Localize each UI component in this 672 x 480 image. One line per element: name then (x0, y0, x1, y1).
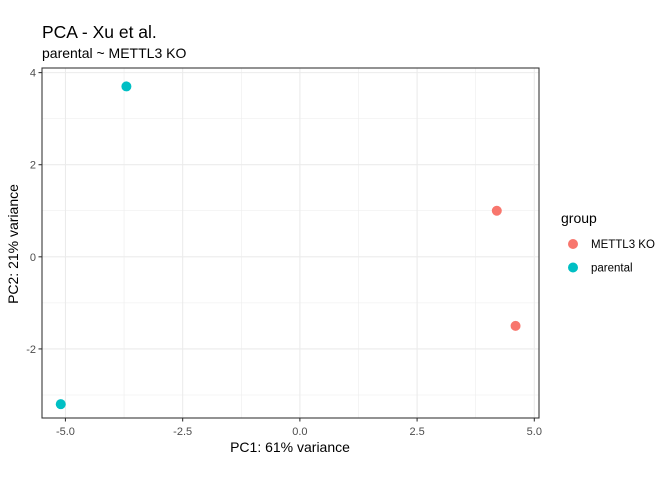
x-axis-title: PC1: 61% variance (230, 439, 350, 455)
legend-label: METTL3 KO (591, 239, 655, 251)
y-axis-title: PC2: 21% variance (5, 184, 21, 304)
data-point (121, 81, 132, 92)
plot-panel (41, 67, 540, 419)
data-point (510, 320, 521, 331)
x-tick-label: -5.0 (56, 426, 75, 438)
panel-background (42, 68, 539, 418)
chart-subtitle: parental ~ METTL3 KO (42, 45, 186, 61)
panel-border (41, 67, 540, 419)
legend-title: group (561, 210, 597, 226)
x-tick-label: -2.5 (173, 426, 192, 438)
legend-label: parental (591, 263, 633, 275)
legend-key (568, 262, 578, 273)
y-tick-label: 4 (30, 68, 36, 80)
y-tick-label: 2 (30, 160, 36, 172)
legend: group METTL3 KO parental (561, 210, 655, 275)
data-point (491, 205, 502, 216)
x-tick-label: 5.0 (527, 426, 542, 438)
chart-title: PCA - Xu et al. (42, 22, 157, 42)
data-points (55, 81, 521, 410)
x-tick-label: 0.0 (292, 426, 307, 438)
x-axis: -5.0 -2.5 0.0 2.5 5.0 (56, 418, 542, 438)
x-tick-label: 2.5 (409, 426, 424, 438)
y-axis: -2 0 2 4 (26, 68, 42, 356)
y-tick-label: 0 (30, 252, 36, 264)
y-tick-label: -2 (26, 344, 36, 356)
data-point (55, 399, 66, 410)
legend-key (568, 239, 578, 249)
